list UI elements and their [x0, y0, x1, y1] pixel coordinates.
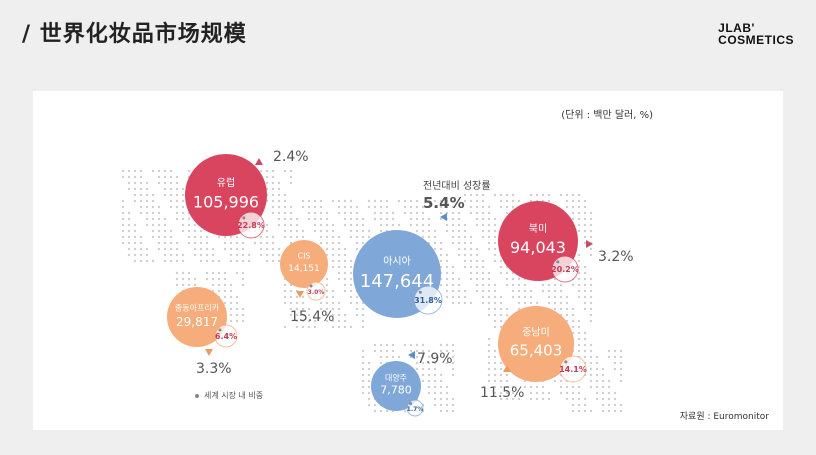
- page-title: / 世界化妆品市场规模: [22, 22, 247, 47]
- market-size-value: 147,644: [360, 271, 434, 292]
- share-dot: [556, 260, 560, 264]
- market-size-bubble: [371, 361, 421, 411]
- source-note: 자료원 : Euromonitor: [679, 412, 769, 422]
- growth-arrow-icon: [255, 158, 263, 165]
- world-map-bubble-chart: 유럽 105,996 22.8% 2.4% CIS 14,151 3.0% 15.4% 중동아프…: [121, 149, 634, 417]
- logo-line-2: COSMETICS: [718, 33, 794, 47]
- region-bubble-0: 유럽 105,996 22.8% 2.4%: [185, 149, 309, 239]
- market-size-bubble: [167, 287, 227, 347]
- growth-label: 7.9%: [417, 351, 453, 367]
- growth-arrow-icon: [503, 365, 511, 372]
- market-size-value: 14,151: [288, 264, 320, 274]
- region-name: CIS: [297, 252, 310, 261]
- share-label: 1.7%: [407, 406, 424, 413]
- market-size-value: 105,996: [193, 192, 259, 211]
- share-label: 3.0%: [308, 289, 325, 296]
- overall-growth: 전년대비 성장률 5.4%: [423, 177, 491, 212]
- share-dot: [409, 402, 413, 406]
- overall-growth-label: 전년대비 성장률: [423, 181, 491, 192]
- share-dot: [418, 290, 422, 294]
- market-size-bubble: [280, 240, 328, 288]
- growth-arrow-icon: [586, 240, 593, 248]
- overall-growth-value: 5.4%: [423, 194, 465, 212]
- share-label: 14.1%: [559, 365, 587, 374]
- growth-label: 15.4%: [290, 309, 334, 325]
- market-size-value: 7,780: [380, 384, 412, 397]
- brand-logo: JLAB' COSMETICS: [718, 22, 794, 46]
- growth-arrow-icon: [296, 291, 304, 298]
- region-name: 아시아: [383, 255, 411, 267]
- region-name: 중남미: [522, 327, 550, 339]
- growth-label: 2.4%: [273, 149, 309, 165]
- market-size-value: 94,043: [510, 238, 566, 257]
- growth-label: 11.5%: [480, 385, 524, 401]
- share-dot: [218, 328, 222, 332]
- region-name: 북미: [529, 223, 547, 235]
- unit-note: (단위 : 백만 달러, %): [561, 110, 653, 121]
- share-label: 6.4%: [215, 332, 237, 341]
- share-label: 22.8%: [237, 221, 265, 230]
- legend: 세계 시장 내 비중: [195, 390, 263, 401]
- share-dot: [564, 360, 568, 364]
- share-dot: [242, 216, 246, 220]
- share-label: 20.2%: [551, 265, 579, 274]
- region-bubble-1: CIS 14,151 3.0% 15.4%: [280, 240, 334, 325]
- market-size-bubble: [498, 306, 574, 382]
- legend-text: 세계 시장 내 비중: [204, 391, 264, 400]
- growth-arrow-icon: [440, 213, 447, 221]
- growth-arrow-icon: [205, 349, 213, 356]
- region-bubble-6: 중남미 65,403 14.1% 11.5%: [480, 306, 587, 401]
- region-name: 유럽: [217, 177, 235, 189]
- region-bubble-3: 아시아 147,644 31.8%: [353, 213, 447, 318]
- region-bubble-5: 북미 94,043 20.2% 3.2%: [498, 201, 634, 283]
- region-name: 중동아프리카: [175, 302, 220, 312]
- growth-arrow-icon: [408, 351, 415, 359]
- market-size-value: 29,817: [176, 315, 218, 329]
- region-bubble-2: 중동아프리카 29,817 6.4% 3.3%: [167, 287, 238, 377]
- logo-line-1: JLAB': [718, 21, 755, 35]
- chart-panel: (단위 : 백만 달러, %) 유럽 105,996 22.8% 2.4% CIS 14,…: [33, 91, 783, 430]
- region-name: 대양주: [385, 374, 407, 383]
- share-label: 31.8%: [414, 296, 442, 305]
- market-size-value: 65,403: [510, 341, 563, 359]
- growth-label: 3.2%: [598, 249, 634, 265]
- share-dot: [309, 284, 313, 288]
- growth-label: 3.3%: [196, 361, 232, 377]
- legend-dot-icon: [195, 393, 199, 398]
